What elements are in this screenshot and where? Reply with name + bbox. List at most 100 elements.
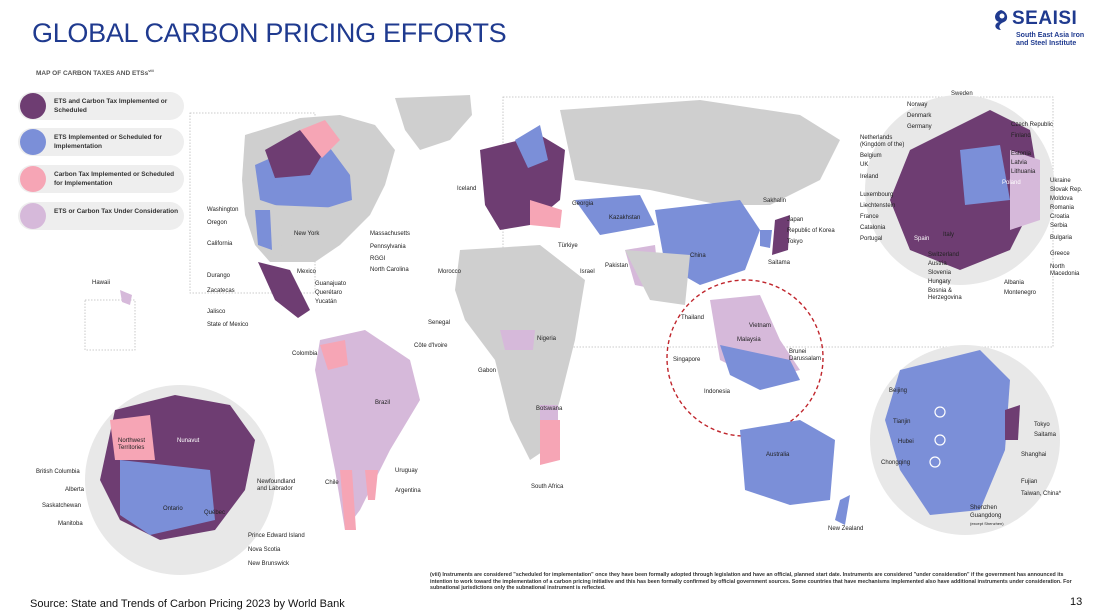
label-bulgaria: Bulgaria <box>1050 235 1073 241</box>
label-brazil: Brazil <box>375 400 391 406</box>
label-shenzhen: Shenzhen <box>970 505 998 511</box>
label-italy: Italy <box>943 232 955 238</box>
seaisi-logo-icon <box>995 10 1008 30</box>
china-inset-land <box>885 350 1010 515</box>
label-uruguay: Uruguay <box>395 468 418 474</box>
label-new-zealand: New Zealand <box>828 526 864 532</box>
label-uk: UK <box>860 162 869 168</box>
label-lithuania: Lithuania <box>1011 169 1036 175</box>
label-guangdong-note: (except Shenzhen) <box>970 521 1004 526</box>
label-denmark: Denmark <box>907 113 932 119</box>
label-ukraine: Ukraine <box>1050 178 1071 184</box>
label-estonia: Estonia <box>1011 151 1032 157</box>
label-latvia: Latvia <box>1011 160 1028 166</box>
label-nw-territories: Northwest Territories <box>118 438 146 451</box>
label-ireland: Ireland <box>860 174 879 180</box>
label-north-carolina: North Carolina <box>370 267 409 273</box>
indonesia <box>720 345 800 390</box>
india <box>625 250 690 305</box>
legend-swatch <box>20 203 46 229</box>
usa <box>265 205 355 250</box>
legend-swatch <box>20 93 46 119</box>
turkey <box>530 200 562 228</box>
label-slovenia: Slovenia <box>928 270 952 276</box>
label-iceland: Iceland <box>457 186 477 192</box>
label-guangdong: Guangdong <box>970 513 1002 519</box>
label-saskatchewan: Saskatchewan <box>42 503 82 509</box>
label-nova-scotia: Nova Scotia <box>248 547 281 553</box>
russia <box>560 100 840 205</box>
canada-provinces-inset <box>120 460 215 535</box>
label-belgium: Belgium <box>860 153 882 159</box>
label-south-africa: South Africa <box>531 484 564 490</box>
south-africa <box>540 420 560 465</box>
label-germany: Germany <box>907 124 932 130</box>
label-mexico: Mexico <box>297 269 317 275</box>
label-gabon: Gabon <box>478 368 497 374</box>
map-title: MAP OF CARBON TAXES AND ETSsviii <box>36 68 154 78</box>
scandinavia <box>515 125 548 168</box>
label-catalonia: Catalonia <box>860 225 886 231</box>
label-washington: Washington <box>207 207 239 213</box>
label-saitama-inset: Saitama <box>1034 432 1057 438</box>
usa-west-coast <box>255 210 272 250</box>
label-bosnia: Bosnia & Herzegovina <box>928 288 962 301</box>
legend-swatch <box>20 166 46 192</box>
label-taiwan: Taiwan, China* <box>1021 491 1062 497</box>
legend-swatch <box>20 129 46 155</box>
legend-item-carbon-tax: Carbon Tax Implemented or Scheduled for … <box>18 165 184 193</box>
label-california: California <box>207 241 233 247</box>
label-hawaii: Hawaii <box>92 280 111 286</box>
label-malaysia: Malaysia <box>737 337 761 343</box>
korea <box>760 230 772 248</box>
label-czech: Czech Republic <box>1011 122 1054 128</box>
label-saitama: Saitama <box>768 260 791 266</box>
label-sweden: Sweden <box>951 91 973 97</box>
label-fujian: Fujian <box>1021 479 1038 485</box>
label-durango: Durango <box>207 273 231 279</box>
label-tianjin: Tianjin <box>893 419 911 425</box>
label-colombia: Colombia <box>292 351 318 357</box>
legend-item-ets: ETS Implemented or Scheduled for Impleme… <box>18 128 184 156</box>
page-title: GLOBAL CARBON PRICING EFFORTS <box>32 18 507 48</box>
japan <box>772 215 790 255</box>
label-rggi: RGGI <box>370 256 386 262</box>
new-zealand <box>835 495 850 525</box>
central-europe-inset <box>960 145 1010 205</box>
kazakhstan <box>575 195 655 235</box>
label-liechtenstein: Liechtenstein <box>860 203 896 209</box>
source-note: Source: State and Trends of Carbon Prici… <box>30 598 345 610</box>
botswana <box>540 405 558 420</box>
label-austria: Austria <box>928 261 947 267</box>
seaisi-logo: SEAISI South East Asia Iron and Steel In… <box>990 6 1090 48</box>
label-pakistan: Pakistan <box>605 263 629 269</box>
footnote: (viii) Instruments are considered "sched… <box>430 572 1072 591</box>
label-japan: Japan <box>787 217 804 223</box>
label-zacatecas: Zacatecas <box>207 288 235 294</box>
label-luxembourg: Luxembourg <box>860 192 894 198</box>
label-manitoba: Manitoba <box>58 521 83 527</box>
greenland <box>395 95 472 150</box>
label-albania: Albania <box>1004 280 1025 286</box>
label-quebec: Québec <box>204 510 226 516</box>
label-poland: Poland <box>1002 180 1021 186</box>
label-moldova: Moldova <box>1050 196 1073 202</box>
label-pei: Prince Edward Island <box>248 533 305 539</box>
label-croatia: Croatia <box>1050 214 1070 220</box>
label-republic-of-korea: Republic of Korea <box>787 228 835 234</box>
label-state-of-mexico: State of Mexico <box>207 322 249 328</box>
label-serbia: Serbia <box>1050 223 1068 229</box>
label-beijing: Beijing <box>889 388 908 394</box>
label-nigeria: Nigeria <box>537 336 557 342</box>
label-oregon: Oregon <box>207 220 228 226</box>
label-sakhalin: Sakhalin <box>763 198 787 204</box>
label-cote-divoire: Côte d'Ivoire <box>414 343 448 349</box>
label-queretaro: Querétaro <box>315 290 343 296</box>
label-france: France <box>860 214 879 220</box>
argentina <box>365 470 378 500</box>
label-british-columbia: British Columbia <box>36 469 80 475</box>
label-senegal: Senegal <box>428 320 451 326</box>
label-new-york: New York <box>294 231 320 237</box>
label-spain: Spain <box>914 236 930 242</box>
